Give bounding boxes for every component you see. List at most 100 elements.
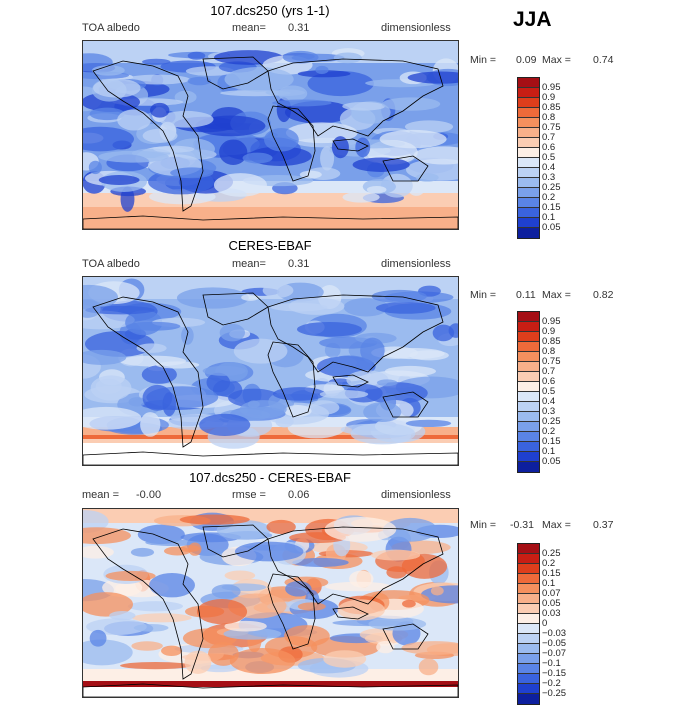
colorbar-swatch <box>518 228 539 238</box>
colorbar-swatch <box>518 382 539 392</box>
colorbar-swatch <box>518 422 539 432</box>
colorbar-tick-label: 0.25 <box>542 416 561 427</box>
colorbar-swatch <box>518 624 539 634</box>
panel2-min-label: Min = <box>470 289 496 301</box>
panel3-mean-value: -0.00 <box>136 489 162 501</box>
panel1-map-svg <box>83 41 458 229</box>
colorbar-swatch <box>518 88 539 98</box>
colorbar-tick-label: −0.05 <box>542 638 567 649</box>
colorbar-tick-label: 0.9 <box>542 92 556 103</box>
colorbar-swatch <box>518 584 539 594</box>
colorbar-swatch <box>518 218 539 228</box>
panel2-min-value: 0.11 <box>516 289 536 301</box>
panel2-map-svg <box>83 277 458 465</box>
colorbar-swatch <box>518 604 539 614</box>
colorbar-swatch <box>518 108 539 118</box>
colorbar-swatch <box>518 168 539 178</box>
colorbar-swatch <box>518 594 539 604</box>
colorbar-tick-label: 0.6 <box>542 376 556 387</box>
coastline <box>267 573 316 650</box>
colorbar-tick-label: −0.07 <box>542 648 567 659</box>
coastline <box>202 56 269 90</box>
colorbar-swatch <box>518 312 539 322</box>
panel3-colorbar <box>517 543 540 705</box>
colorbar-tick-label: 0.03 <box>542 608 561 619</box>
colorbar-swatch <box>518 402 539 412</box>
panel1-mean-value: 0.31 <box>288 22 310 34</box>
coastline <box>332 374 369 388</box>
colorbar-swatch <box>518 198 539 208</box>
panel1-title: 107.dcs250 (yrs 1-1) <box>210 3 330 18</box>
coastline <box>267 526 444 605</box>
coastline <box>83 683 458 697</box>
colorbar-swatch <box>518 118 539 128</box>
panel1-max-value: 0.74 <box>593 54 614 66</box>
colorbar-swatch <box>518 654 539 664</box>
colorbar-tick-label: 0.3 <box>542 172 556 183</box>
colorbar-tick-label: 0.9 <box>542 326 556 337</box>
coastline <box>92 60 204 212</box>
colorbar-swatch <box>518 208 539 218</box>
colorbar-tick-label: 0.75 <box>542 356 561 367</box>
panel1-field: TOA albedo <box>82 22 140 34</box>
colorbar-swatch <box>518 352 539 362</box>
panel3-max-label: Max = <box>542 519 571 531</box>
panel3-title: 107.dcs250 - CERES-EBAF <box>189 470 351 485</box>
colorbar-tick-label: −0.25 <box>542 688 567 699</box>
panel3-units: dimensionless <box>381 489 451 501</box>
panel3-map-svg <box>83 509 458 697</box>
colorbar-swatch <box>518 614 539 624</box>
panel2-mean-label: mean= <box>232 258 266 270</box>
colorbar-swatch <box>518 634 539 644</box>
colorbar-swatch <box>518 664 539 674</box>
colorbar-tick-label: 0.95 <box>542 316 561 327</box>
colorbar-swatch <box>518 644 539 654</box>
colorbar-swatch <box>518 442 539 452</box>
colorbar-swatch <box>518 148 539 158</box>
coastline <box>267 105 316 182</box>
panel1-map <box>82 40 459 230</box>
colorbar-tick-label: 0.7 <box>542 132 556 143</box>
colorbar-tick-label: 0 <box>542 618 548 629</box>
colorbar-tick-label: 0.05 <box>542 456 561 467</box>
colorbar-tick-label: −0.2 <box>542 678 561 689</box>
panel3-map <box>82 508 459 698</box>
colorbar-swatch <box>518 78 539 88</box>
colorbar-swatch <box>518 544 539 554</box>
coastline <box>267 341 316 418</box>
colorbar-swatch <box>518 462 539 472</box>
colorbar-tick-label: 0.8 <box>542 112 556 123</box>
colorbar-swatch <box>518 322 539 332</box>
colorbar-tick-label: 0.1 <box>542 578 556 589</box>
panel1-units: dimensionless <box>381 22 451 34</box>
colorbar-tick-label: 0.85 <box>542 102 561 113</box>
colorbar-tick-label: 0.2 <box>542 192 556 203</box>
colorbar-swatch <box>518 158 539 168</box>
colorbar-tick-label: 0.2 <box>542 558 556 569</box>
coastline <box>92 528 204 680</box>
coastline <box>202 524 269 558</box>
colorbar-tick-label: 0.3 <box>542 406 556 417</box>
colorbar-tick-label: 0.15 <box>542 202 561 213</box>
coastline <box>382 623 429 650</box>
colorbar-swatch <box>518 674 539 684</box>
panel2-map <box>82 276 459 466</box>
panel1-colorbar <box>517 77 540 239</box>
panel3-min-label: Min = <box>470 519 496 531</box>
colorbar-swatch <box>518 362 539 372</box>
coastline <box>267 58 444 137</box>
panel2-max-label: Max = <box>542 289 571 301</box>
colorbar-swatch <box>518 684 539 694</box>
colorbar-tick-label: 0.25 <box>542 548 561 559</box>
colorbar-tick-label: 0.7 <box>542 366 556 377</box>
colorbar-swatch <box>518 98 539 108</box>
coastline <box>202 292 269 326</box>
colorbar-tick-label: 0.5 <box>542 152 556 163</box>
colorbar-tick-label: 0.75 <box>542 122 561 133</box>
coastline <box>382 155 429 182</box>
colorbar-tick-label: 0.1 <box>542 212 556 223</box>
panel3-rmse-value: 0.06 <box>288 489 310 501</box>
colorbar-tick-label: 0.8 <box>542 346 556 357</box>
colorbar-swatch <box>518 372 539 382</box>
panel3-max-value: 0.37 <box>593 519 614 531</box>
